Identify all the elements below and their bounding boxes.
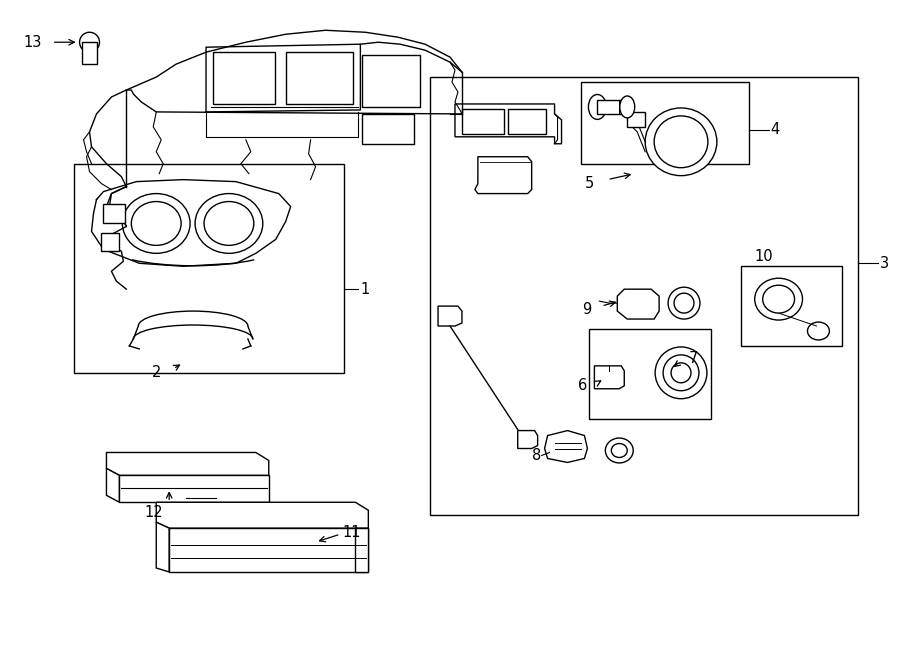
Polygon shape — [157, 502, 368, 528]
Bar — [82, 42, 97, 64]
Bar — [363, 55, 420, 107]
Ellipse shape — [131, 202, 181, 245]
Ellipse shape — [755, 278, 803, 320]
Ellipse shape — [654, 116, 708, 168]
Ellipse shape — [620, 96, 634, 118]
Ellipse shape — [807, 322, 830, 340]
Bar — [627, 112, 645, 127]
Ellipse shape — [762, 285, 795, 313]
Bar — [430, 77, 859, 515]
Bar — [462, 109, 504, 134]
Bar — [363, 114, 414, 144]
Polygon shape — [518, 430, 537, 449]
Ellipse shape — [122, 194, 190, 253]
Polygon shape — [120, 475, 269, 502]
Text: 11: 11 — [343, 525, 361, 539]
Bar — [104, 204, 125, 223]
Bar — [213, 52, 274, 104]
Polygon shape — [106, 453, 269, 475]
Polygon shape — [598, 100, 627, 114]
Text: 12: 12 — [144, 505, 163, 520]
Ellipse shape — [204, 202, 254, 245]
Ellipse shape — [611, 444, 627, 457]
Polygon shape — [455, 104, 562, 144]
Text: 2: 2 — [152, 366, 161, 380]
Polygon shape — [157, 522, 169, 572]
Text: 10: 10 — [754, 249, 773, 264]
Bar — [74, 164, 345, 373]
Ellipse shape — [663, 355, 699, 391]
Text: 1: 1 — [360, 282, 370, 297]
Ellipse shape — [655, 347, 706, 399]
Ellipse shape — [195, 194, 263, 253]
Bar — [508, 109, 545, 134]
Polygon shape — [356, 528, 368, 572]
Bar — [581, 82, 749, 164]
Ellipse shape — [79, 32, 100, 52]
Bar — [102, 233, 120, 251]
Text: 4: 4 — [770, 122, 780, 137]
Ellipse shape — [674, 293, 694, 313]
Ellipse shape — [668, 287, 700, 319]
Polygon shape — [594, 366, 625, 389]
Polygon shape — [617, 289, 659, 319]
Text: 9: 9 — [582, 301, 591, 317]
Polygon shape — [438, 306, 462, 326]
Text: 3: 3 — [880, 256, 889, 271]
Text: 8: 8 — [533, 448, 542, 463]
Ellipse shape — [606, 438, 634, 463]
Bar — [590, 329, 711, 418]
Text: 5: 5 — [585, 176, 594, 191]
Polygon shape — [544, 430, 588, 463]
Text: 6: 6 — [578, 378, 588, 393]
Ellipse shape — [645, 108, 717, 176]
Bar — [741, 266, 842, 346]
Bar — [285, 52, 354, 104]
Text: 13: 13 — [23, 35, 41, 50]
Ellipse shape — [589, 95, 607, 120]
Polygon shape — [475, 157, 532, 194]
Ellipse shape — [671, 363, 691, 383]
Polygon shape — [169, 528, 368, 572]
Text: 7: 7 — [689, 352, 698, 366]
Polygon shape — [106, 469, 120, 502]
